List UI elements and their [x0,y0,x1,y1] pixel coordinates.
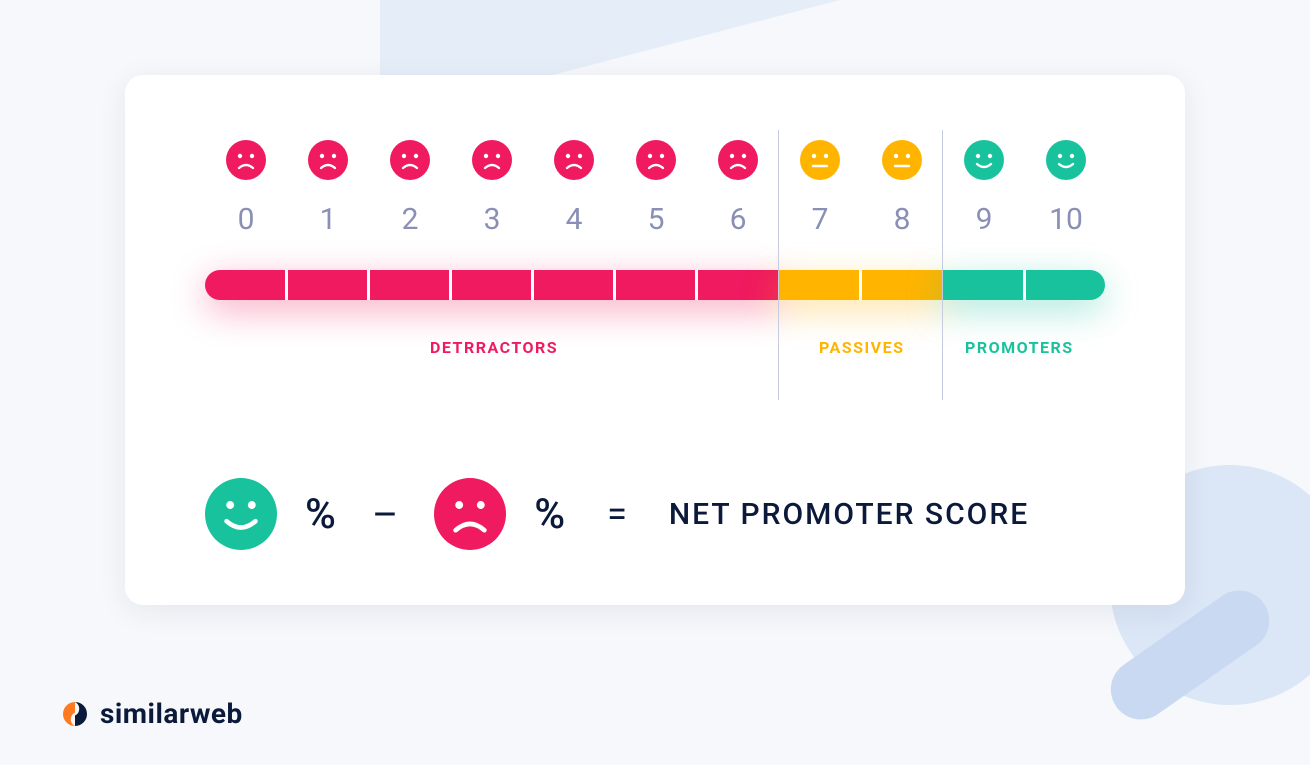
sad-face-icon [226,140,266,180]
bar-notch [285,270,288,300]
sad-face-icon [554,140,594,180]
nps-formula: % – % = NET PROMOTER SCORE [205,478,1029,550]
scale-slot-8: 8 [861,140,943,237]
percent-symbol: % [534,490,565,539]
scale-slot-4: 4 [533,140,615,237]
percent-symbol: % [305,490,336,539]
scale-bar [205,270,1105,300]
scale-slot-9: 9 [943,140,1025,237]
bar-notch [859,270,862,300]
scale-number: 7 [779,202,861,237]
minus-operator: – [364,491,406,538]
neutral-face-icon [882,140,922,180]
sad-face-icon [636,140,676,180]
scale-number: 10 [1025,202,1107,237]
sad-face-icon [390,140,430,180]
nps-card: 0 1 2 3 4 5 6 7 [125,75,1185,605]
scale-slot-7: 7 [779,140,861,237]
nps-result-label: NET PROMOTER SCORE [669,497,1029,532]
bar-notch [531,270,534,300]
scale-number: 1 [287,202,369,237]
scale-number: 5 [615,202,697,237]
scale-slot-1: 1 [287,140,369,237]
happy-face-icon [1046,140,1086,180]
scale-number: 9 [943,202,1025,237]
similarweb-mark-icon [60,699,90,729]
divider-passive-promoter [942,130,943,400]
happy-face-icon [205,478,277,550]
scale-number: 3 [451,202,533,237]
scale-number: 4 [533,202,615,237]
label-promoters: PROMOTERS [965,338,1074,357]
nps-scale: 0 1 2 3 4 5 6 7 [205,140,1105,390]
scale-slot-10: 10 [1025,140,1107,237]
brand-name: similarweb [100,697,243,730]
bar-notch [367,270,370,300]
sad-face-icon [718,140,758,180]
bar-notch [1023,270,1026,300]
brand-logo: similarweb [60,697,243,730]
scale-number: 6 [697,202,779,237]
scale-slot-5: 5 [615,140,697,237]
label-detractors: DETRRACTORS [430,338,558,357]
scale-slot-0: 0 [205,140,287,237]
scale-slot-2: 2 [369,140,451,237]
scale-slot-6: 6 [697,140,779,237]
scale-number: 0 [205,202,287,237]
sad-face-icon [472,140,512,180]
equals-operator: = [593,493,641,535]
sad-face-icon [308,140,348,180]
bar-detractors [205,270,778,300]
bar-notch [695,270,698,300]
neutral-face-icon [800,140,840,180]
sad-face-icon [434,478,506,550]
scale-number: 2 [369,202,451,237]
happy-face-icon [964,140,1004,180]
scale-number: 8 [861,202,943,237]
label-passives: PASSIVES [819,338,904,357]
bar-notch [613,270,616,300]
divider-detractor-passive [778,130,779,400]
bar-notch [449,270,452,300]
scale-slot-3: 3 [451,140,533,237]
